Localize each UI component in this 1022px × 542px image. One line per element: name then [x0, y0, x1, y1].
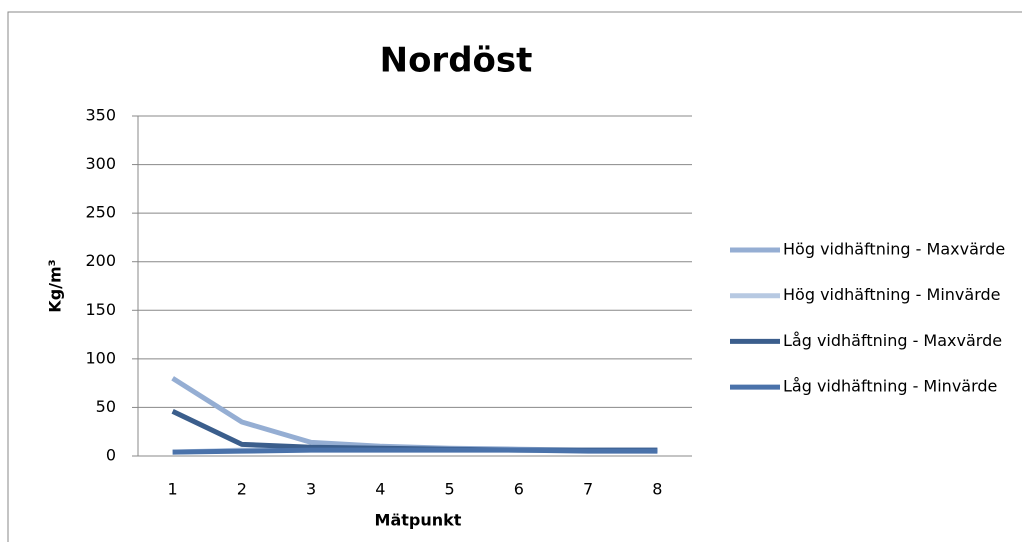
x-tick-label: 2	[237, 480, 247, 499]
chart-frame	[7, 11, 1022, 542]
y-tick-label: 200	[85, 251, 116, 270]
series-line	[172, 447, 658, 455]
chart-title: Nordöst	[380, 41, 533, 81]
y-tick-label: 350	[85, 106, 116, 125]
x-tick-label: 7	[583, 480, 593, 499]
x-axis-label: Mätpunkt	[375, 511, 462, 530]
legend-label: Hög vidhäftning - Maxvärde	[783, 240, 1005, 259]
legend-label: Låg vidhäftning - Maxvärde	[783, 331, 1002, 350]
y-tick-label: 150	[85, 300, 116, 319]
y-axis-label: Kg/m³	[46, 259, 65, 312]
x-tick-label: 3	[306, 480, 316, 499]
y-tick-label: 50	[96, 397, 116, 416]
legend-label: Låg vidhäftning - Minvärde	[783, 377, 997, 396]
y-tick-label: 250	[85, 203, 116, 222]
x-tick-label: 4	[375, 480, 385, 499]
x-tick-label: 5	[445, 480, 455, 499]
x-tick-label: 1	[168, 480, 178, 499]
legend-label: Hög vidhäftning - Minvärde	[783, 285, 1001, 304]
x-tick-label: 6	[514, 480, 524, 499]
x-tick-label: 8	[652, 480, 662, 499]
y-tick-label: 0	[106, 446, 116, 465]
y-tick-label: 100	[85, 348, 116, 367]
y-tick-label: 300	[85, 154, 116, 173]
